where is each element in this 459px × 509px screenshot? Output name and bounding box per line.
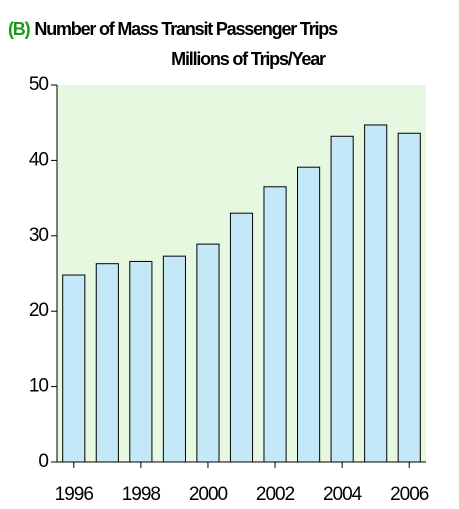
chart-title: Number of Mass Transit Passenger Trips [34, 19, 338, 39]
x-tick-label: 1998 [122, 484, 161, 505]
bar [397, 132, 421, 463]
x-tick-label: 1996 [55, 484, 94, 505]
bar [263, 186, 287, 463]
bar [95, 263, 119, 463]
x-tick-label: 2006 [390, 484, 429, 505]
bar [196, 243, 220, 463]
x-tick-label: 2004 [323, 484, 363, 505]
y-tick-label: 20 [29, 300, 49, 321]
bar [297, 166, 321, 463]
x-tick-label: 2000 [189, 484, 228, 505]
y-tick-label: 40 [29, 149, 49, 170]
bar [129, 260, 153, 463]
y-tick-label: 30 [29, 225, 49, 246]
bar [162, 255, 186, 463]
x-tick-label: 2002 [256, 484, 295, 505]
y-tick-label: 50 [29, 74, 49, 95]
panel-label: (B) [8, 19, 31, 39]
y-tick-label: 10 [29, 376, 49, 397]
bar [364, 124, 388, 463]
chart-subtitle: Millions of Trips/Year [171, 49, 326, 69]
bar [229, 212, 254, 463]
y-tick-label: 0 [38, 451, 48, 472]
bar [62, 274, 86, 463]
bar [330, 135, 354, 463]
